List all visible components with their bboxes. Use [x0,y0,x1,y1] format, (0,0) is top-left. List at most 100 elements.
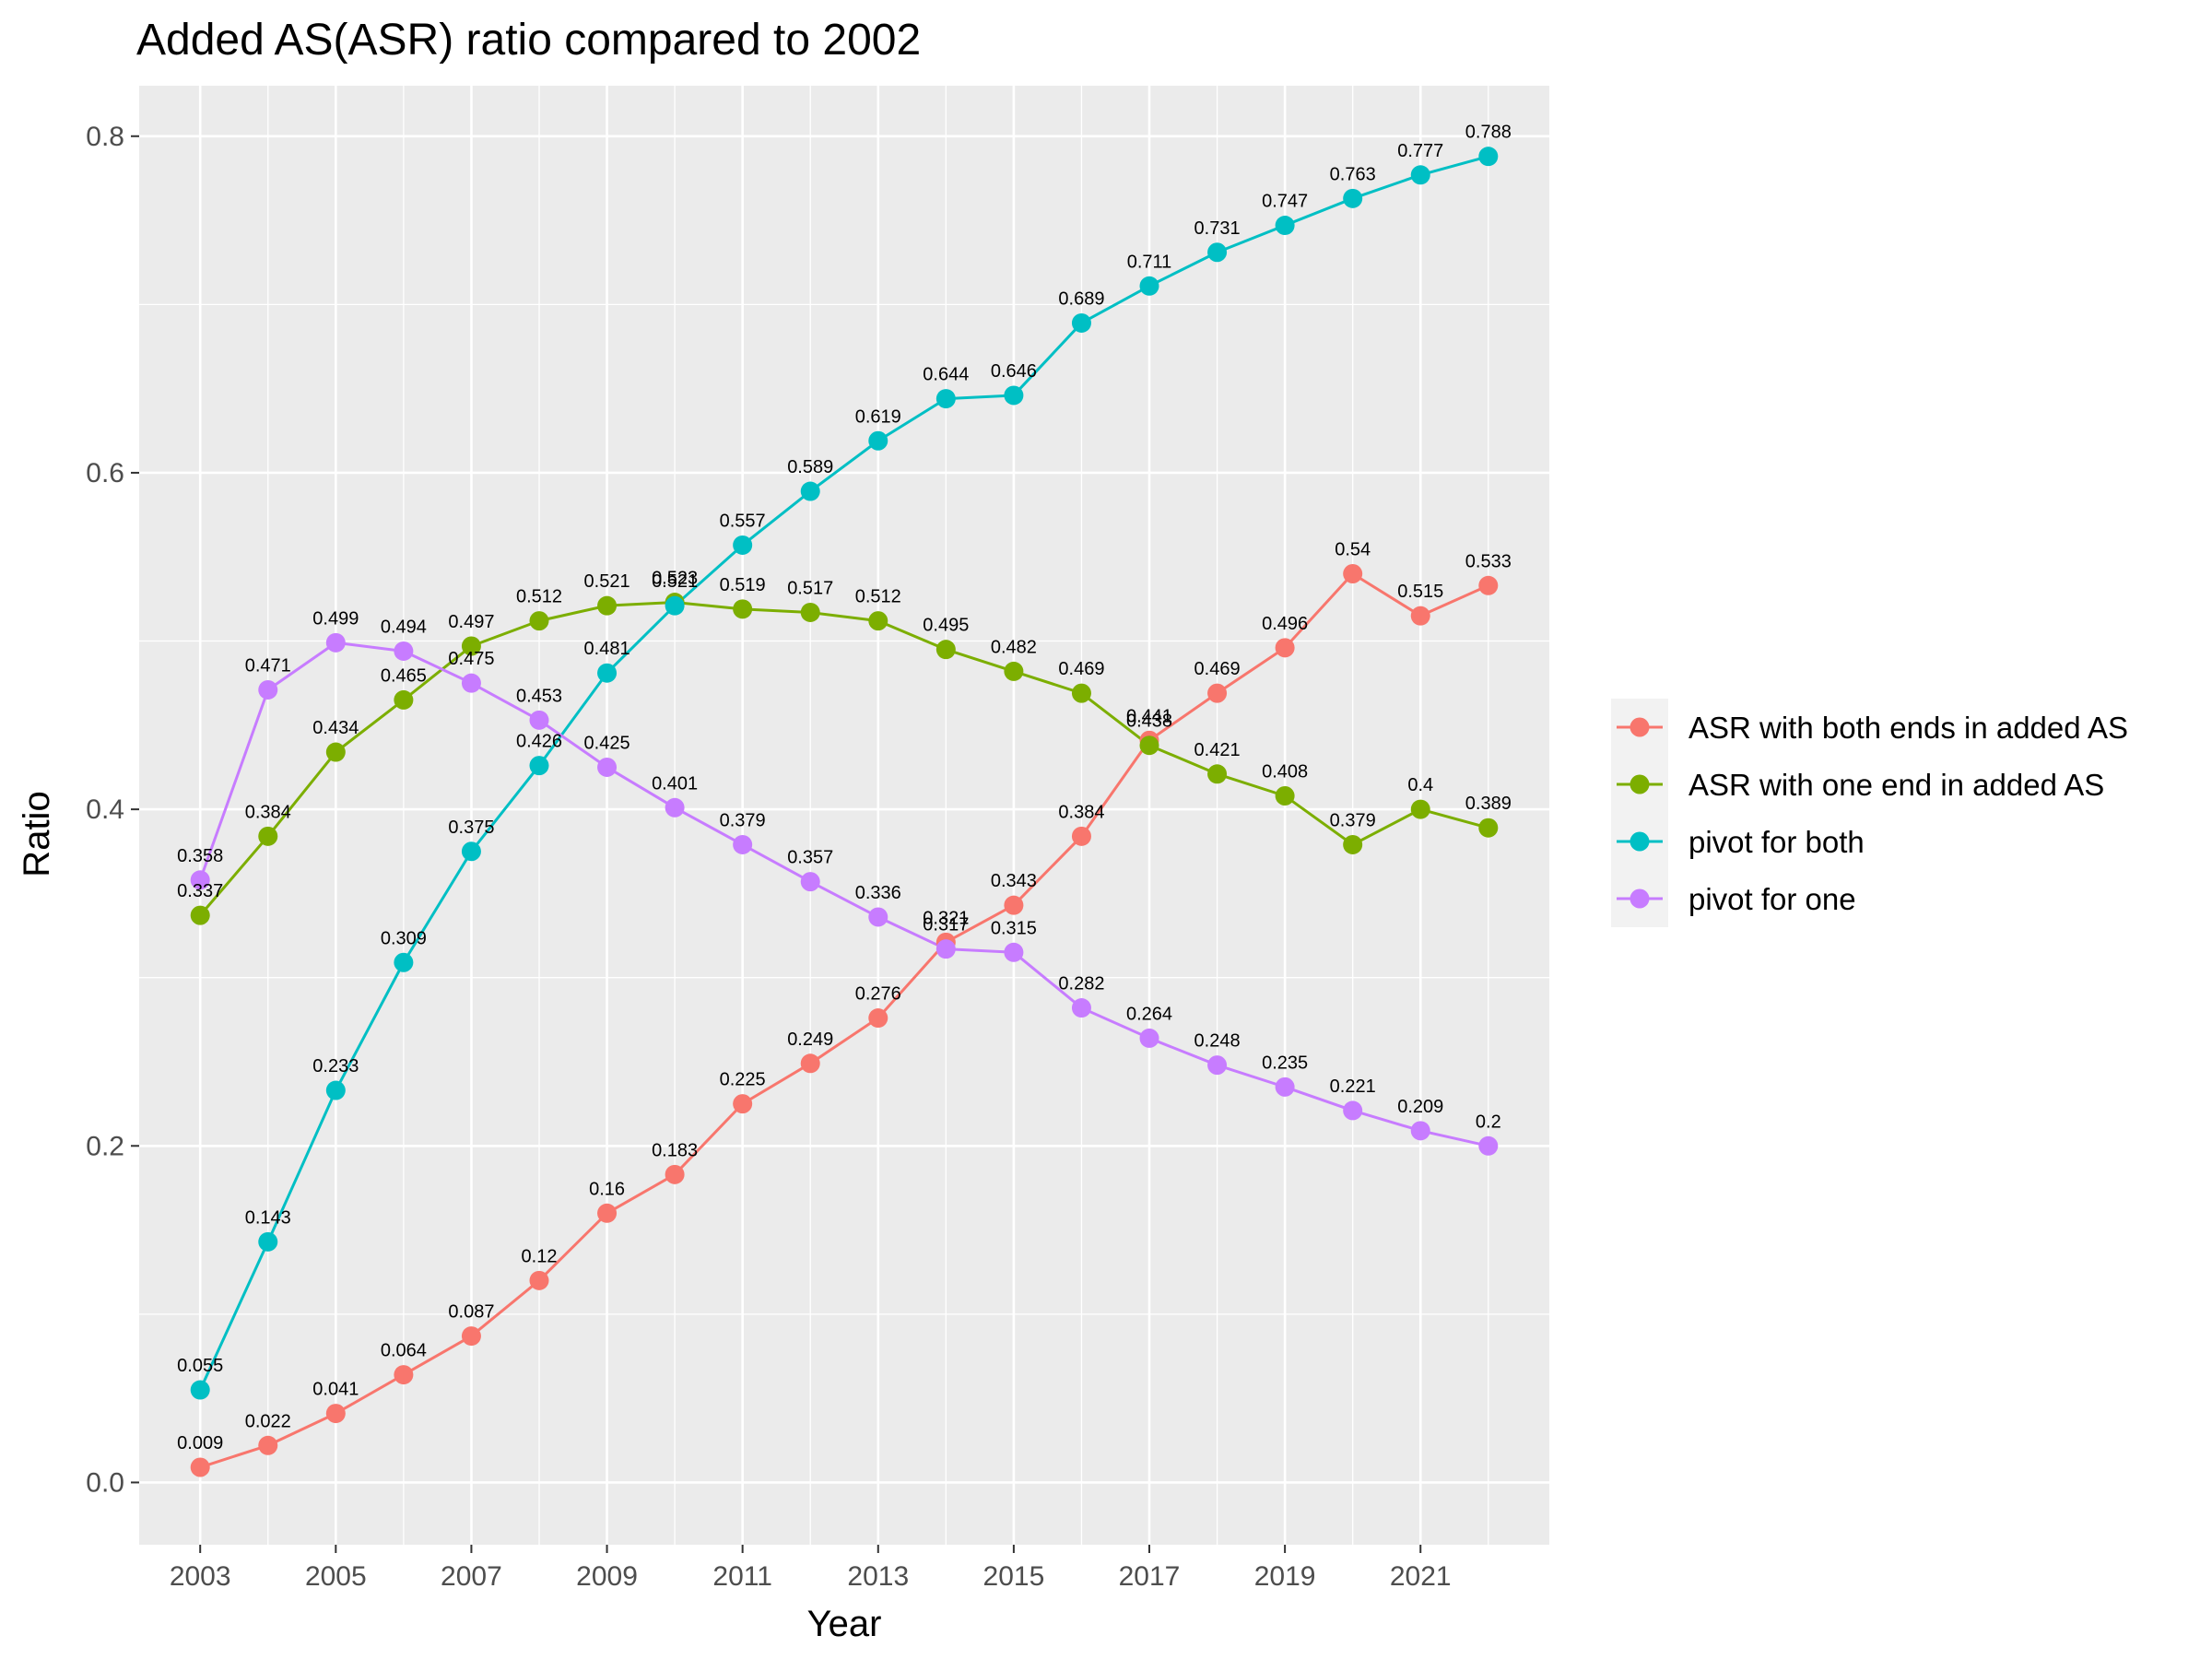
data-point [1275,786,1295,806]
data-label: 0.384 [245,802,291,822]
data-point [597,663,618,683]
data-label: 0.315 [991,918,1037,938]
data-point [190,870,210,890]
data-point [1410,165,1430,185]
data-point [1004,895,1024,915]
data-label: 0.336 [855,883,901,903]
legend-key-point [1630,774,1650,794]
data-label: 0.777 [1397,141,1443,161]
data-point [1478,147,1499,167]
x-tick-label: 2021 [1390,1561,1452,1592]
data-label: 0.276 [855,984,901,1005]
data-label: 0.041 [312,1380,359,1400]
data-label: 0.619 [855,406,901,427]
x-tick-label: 2015 [983,1561,1045,1592]
data-point [935,939,956,959]
data-label: 0.16 [589,1179,625,1199]
series-line-1 [199,571,1489,1469]
data-point [1004,385,1024,406]
data-point [733,599,753,619]
data-label: 0.497 [448,612,494,632]
data-point [1343,834,1363,854]
data-point [935,640,956,660]
data-point [190,905,210,925]
data-label: 0.425 [584,733,630,753]
data-label: 0.471 [245,655,291,676]
data-label: 0.434 [312,718,359,738]
data-label: 0.249 [787,1030,833,1050]
data-label: 0.235 [1262,1053,1308,1073]
data-label: 0.357 [787,848,833,868]
data-label: 0.309 [381,928,427,948]
data-point [733,834,753,854]
data-label: 0.465 [381,665,427,686]
legend-label: pivot for both [1688,825,1865,859]
data-point [733,1094,753,1114]
data-label: 0.517 [787,578,833,598]
x-axis-title: Year [807,1604,882,1644]
data-point [1139,1028,1159,1048]
data-label: 0.499 [312,608,359,629]
series-line-2 [199,601,1489,917]
x-tick-label: 2011 [712,1561,772,1592]
legend-key-point [1630,831,1650,852]
data-label: 0.521 [652,571,698,592]
y-tick-label: 0.8 [86,122,124,152]
y-tick-label: 0.6 [86,458,124,488]
data-point [1343,1100,1363,1121]
data-label: 0.523 [652,569,698,589]
y-tick-label: 0.0 [86,1467,124,1498]
x-tick-label: 2003 [170,1561,231,1592]
data-point [1478,1135,1499,1156]
x-axis: 2003 2005 2007 2009 2011 2013 2015 2017 2019 2021 [170,1545,1452,1592]
data-label: 0.009 [177,1433,223,1453]
data-point [258,1435,278,1455]
data-point [1275,1077,1295,1097]
data-point [1071,683,1091,703]
data-point [325,1404,346,1424]
data-point [1275,638,1295,658]
data-label: 0.2 [1476,1112,1501,1132]
data-label: 0.495 [923,616,969,636]
data-label: 0.375 [448,818,494,838]
data-point [935,389,956,409]
data-label: 0.248 [1194,1031,1241,1052]
data-label: 0.321 [923,908,969,928]
data-point [190,1457,210,1477]
data-label: 0.763 [1330,164,1376,184]
data-labels: 0.009 0.022 0.041 0.064 0.087 0.12 0.16 0.183 0.… [177,123,1512,1453]
data-label: 0.384 [1058,802,1104,822]
data-point [258,1231,278,1252]
y-axis: 0.0 0.2 0.4 0.6 0.8 [86,122,139,1498]
y-tick-label: 0.2 [86,1131,124,1161]
data-point [1410,1121,1430,1141]
data-point [394,1365,414,1385]
data-label: 0.087 [448,1302,494,1323]
data-label: 0.233 [312,1056,359,1077]
data-label: 0.453 [516,686,562,706]
data-point [1478,575,1499,595]
data-point [597,595,618,616]
data-point [325,632,346,653]
data-point [1071,998,1091,1018]
data-label: 0.533 [1465,551,1512,571]
data-point [1343,563,1363,583]
data-label: 0.441 [1126,706,1172,726]
series-line-4 [198,641,1489,1147]
data-point [1004,661,1024,681]
x-tick-label: 2017 [1119,1561,1181,1592]
data-point [1071,826,1091,846]
data-label: 0.512 [516,587,562,607]
data-point [733,535,753,555]
data-label: 0.055 [177,1356,223,1376]
data-point [529,611,549,631]
x-tick-label: 2005 [305,1561,367,1592]
data-point [1139,276,1159,296]
data-point [665,1164,685,1184]
data-point [529,1270,549,1290]
data-label: 0.12 [522,1246,558,1266]
y-tick-label: 0.4 [86,794,124,825]
data-label: 0.711 [1127,252,1172,272]
